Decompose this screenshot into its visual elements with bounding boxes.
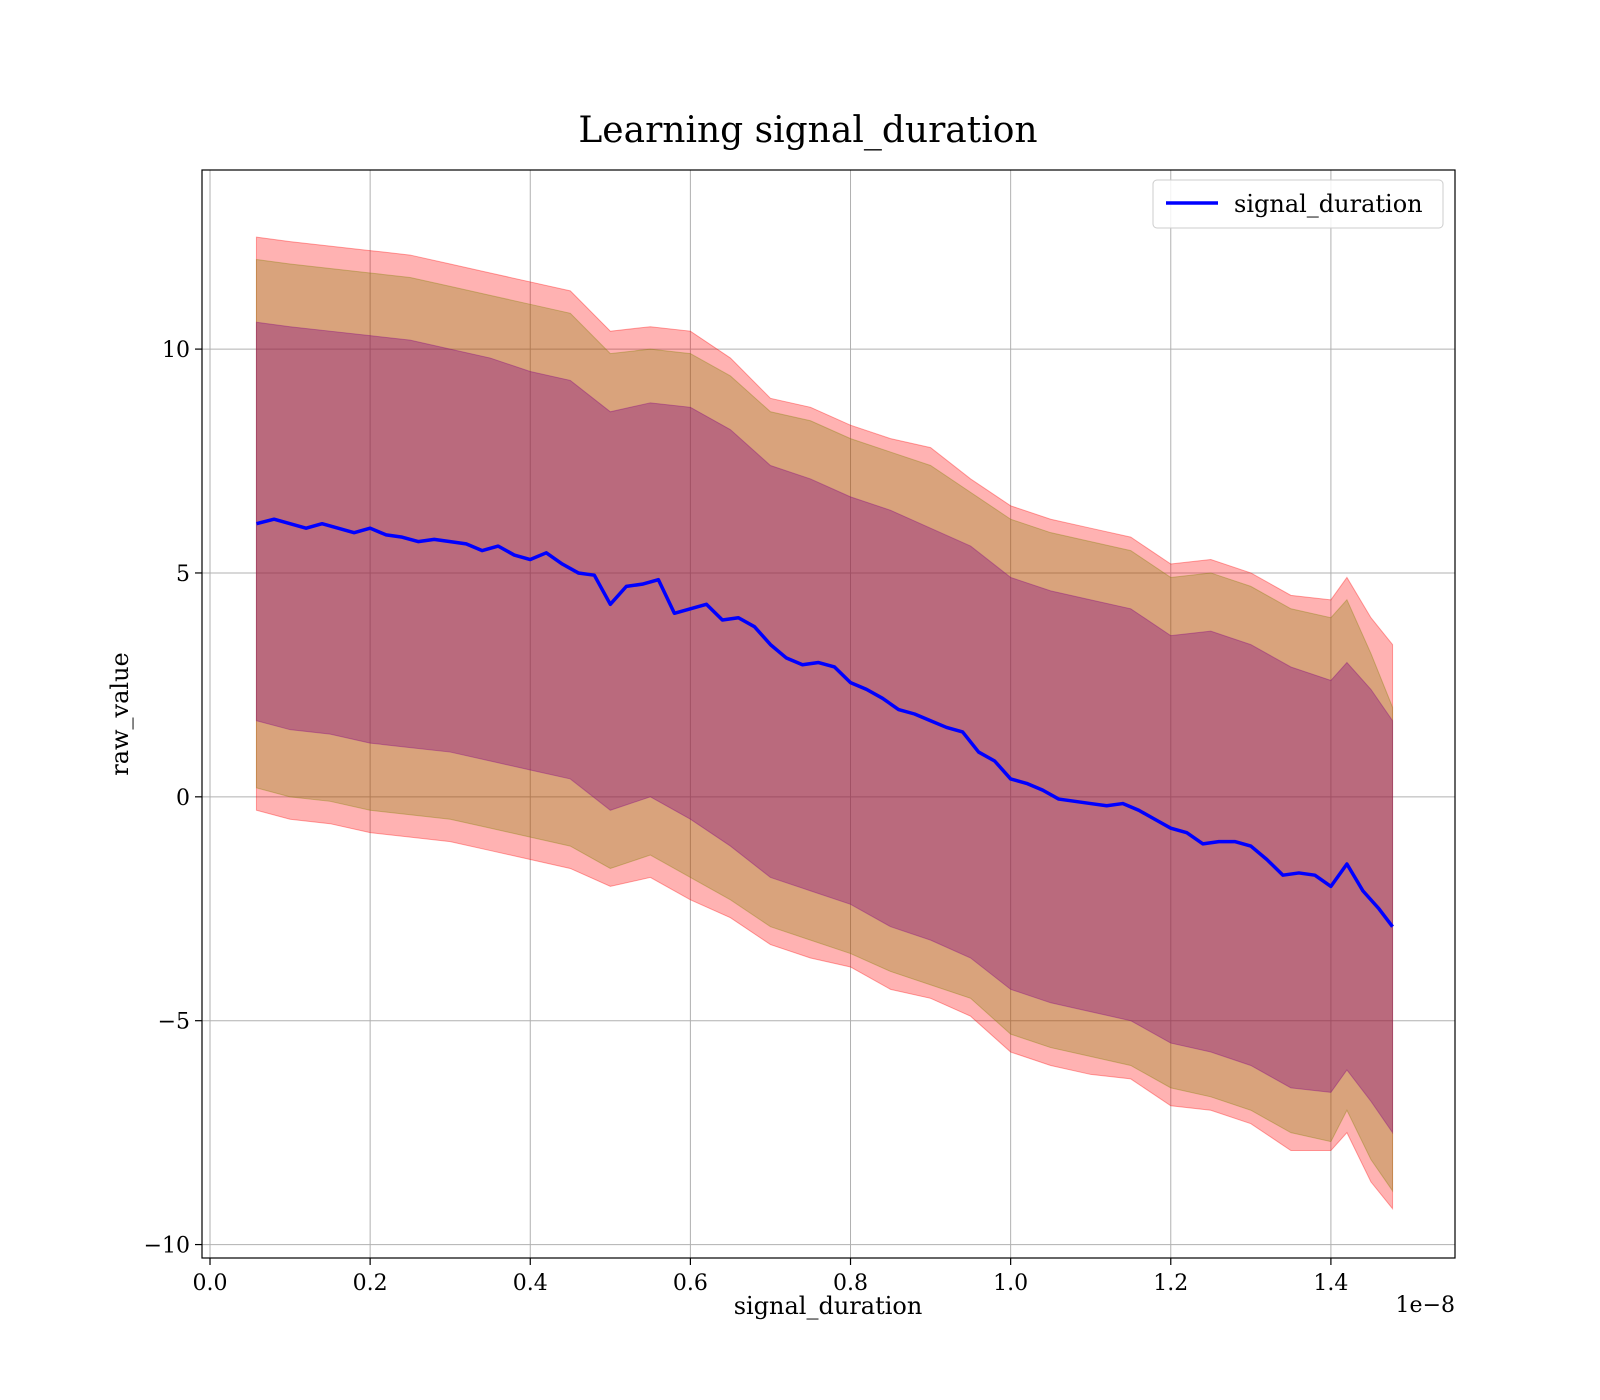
x-tick-label: 1.4 bbox=[1313, 1271, 1348, 1296]
y-axis-label: raw_value bbox=[106, 652, 134, 776]
x-tick-label: 0.8 bbox=[833, 1271, 868, 1296]
legend: signal_duration bbox=[1152, 179, 1444, 229]
middle-band bbox=[255, 258, 1394, 1193]
outer-band bbox=[255, 236, 1394, 1211]
x-axis-label: signal_duration bbox=[734, 1292, 923, 1320]
legend-entry-label: signal_duration bbox=[1234, 190, 1423, 218]
y-tick-label: 5 bbox=[176, 562, 190, 587]
x-tick-label: 1.0 bbox=[993, 1271, 1028, 1296]
y-tick-label: 0 bbox=[176, 786, 190, 811]
plot-frame bbox=[201, 169, 1456, 1259]
y-tick-label: −5 bbox=[158, 1010, 190, 1035]
x-offset-text: 1e−8 bbox=[1396, 1293, 1455, 1318]
grid bbox=[202, 170, 1455, 1258]
series-line-signal_duration bbox=[256, 517, 1394, 928]
y-axis-ticks: 10 5 0 −5 −10 bbox=[144, 338, 202, 1259]
inner-band bbox=[255, 321, 1394, 1135]
x-tick-label: 0.6 bbox=[673, 1271, 708, 1296]
x-tick-label: 1.2 bbox=[1153, 1271, 1188, 1296]
y-tick-label: −10 bbox=[144, 1234, 190, 1259]
chart-title: Learning signal_duration bbox=[578, 110, 1037, 151]
y-tick-label: 10 bbox=[162, 338, 190, 363]
legend-box bbox=[1152, 179, 1444, 229]
x-tick-label: 0.2 bbox=[353, 1271, 388, 1296]
x-tick-label: 0.4 bbox=[513, 1271, 548, 1296]
confidence-bands bbox=[255, 236, 1394, 1211]
x-axis-ticks: 0.0 0.2 0.4 0.6 0.8 1.0 1.2 1.4 bbox=[193, 1258, 1348, 1296]
series-lines bbox=[256, 517, 1394, 928]
x-tick-label: 0.0 bbox=[193, 1271, 228, 1296]
